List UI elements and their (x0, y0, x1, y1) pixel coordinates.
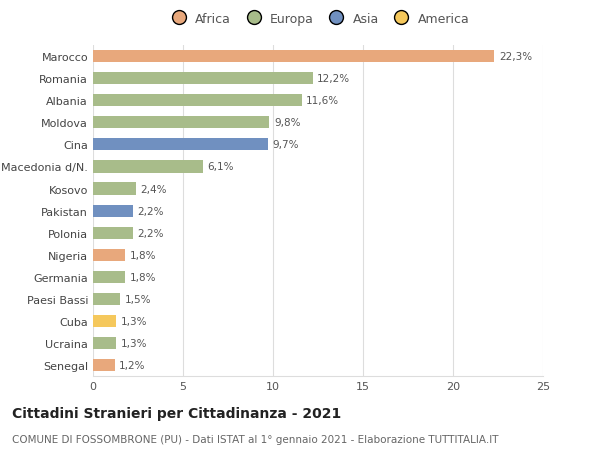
Bar (93, 315, 116, 327)
Text: 1,3%: 1,3% (121, 316, 148, 326)
Bar (93, 205, 133, 217)
Text: 11,6%: 11,6% (306, 96, 340, 106)
Bar (93, 161, 203, 173)
Bar (93, 359, 115, 371)
Bar (93, 227, 133, 239)
Text: 2,2%: 2,2% (137, 206, 164, 216)
Text: 1,8%: 1,8% (130, 272, 157, 282)
Bar (93, 73, 313, 85)
Text: 12,2%: 12,2% (317, 74, 350, 84)
Text: 9,8%: 9,8% (274, 118, 301, 128)
Bar (93, 117, 269, 129)
Text: 9,7%: 9,7% (272, 140, 299, 150)
Legend: Africa, Europa, Asia, America: Africa, Europa, Asia, America (167, 12, 469, 25)
Text: 1,2%: 1,2% (119, 360, 146, 370)
Text: 22,3%: 22,3% (499, 52, 532, 62)
Text: 2,4%: 2,4% (140, 184, 167, 194)
Text: 6,1%: 6,1% (208, 162, 234, 172)
Bar (93, 293, 120, 305)
Text: Cittadini Stranieri per Cittadinanza - 2021: Cittadini Stranieri per Cittadinanza - 2… (12, 406, 341, 420)
Bar (93, 51, 494, 63)
Bar (93, 249, 125, 261)
Bar (93, 183, 136, 195)
Bar (93, 139, 268, 151)
Text: 1,3%: 1,3% (121, 338, 148, 348)
Bar (93, 271, 125, 283)
Text: 1,8%: 1,8% (130, 250, 157, 260)
Text: 1,5%: 1,5% (125, 294, 151, 304)
Text: COMUNE DI FOSSOMBRONE (PU) - Dati ISTAT al 1° gennaio 2021 - Elaborazione TUTTIT: COMUNE DI FOSSOMBRONE (PU) - Dati ISTAT … (12, 434, 499, 444)
Bar (93, 337, 116, 349)
Text: 2,2%: 2,2% (137, 228, 164, 238)
Bar (93, 95, 302, 107)
